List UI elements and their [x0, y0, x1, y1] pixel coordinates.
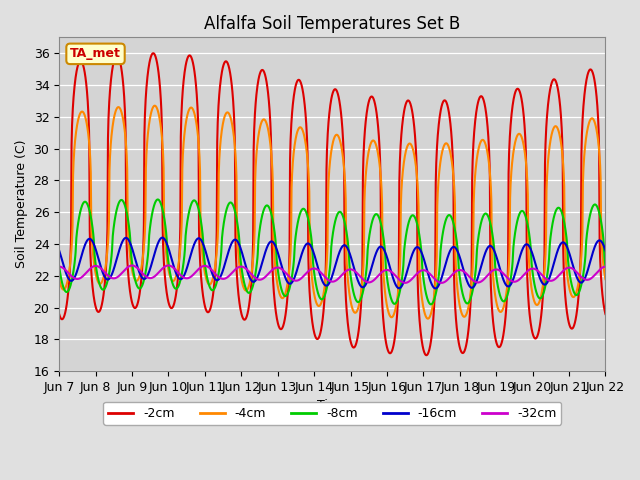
X-axis label: Time: Time: [317, 399, 348, 412]
Legend: -2cm, -4cm, -8cm, -16cm, -32cm: -2cm, -4cm, -8cm, -16cm, -32cm: [103, 402, 561, 425]
Title: Alfalfa Soil Temperatures Set B: Alfalfa Soil Temperatures Set B: [204, 15, 460, 33]
Text: TA_met: TA_met: [70, 48, 121, 60]
Y-axis label: Soil Temperature (C): Soil Temperature (C): [15, 140, 28, 268]
